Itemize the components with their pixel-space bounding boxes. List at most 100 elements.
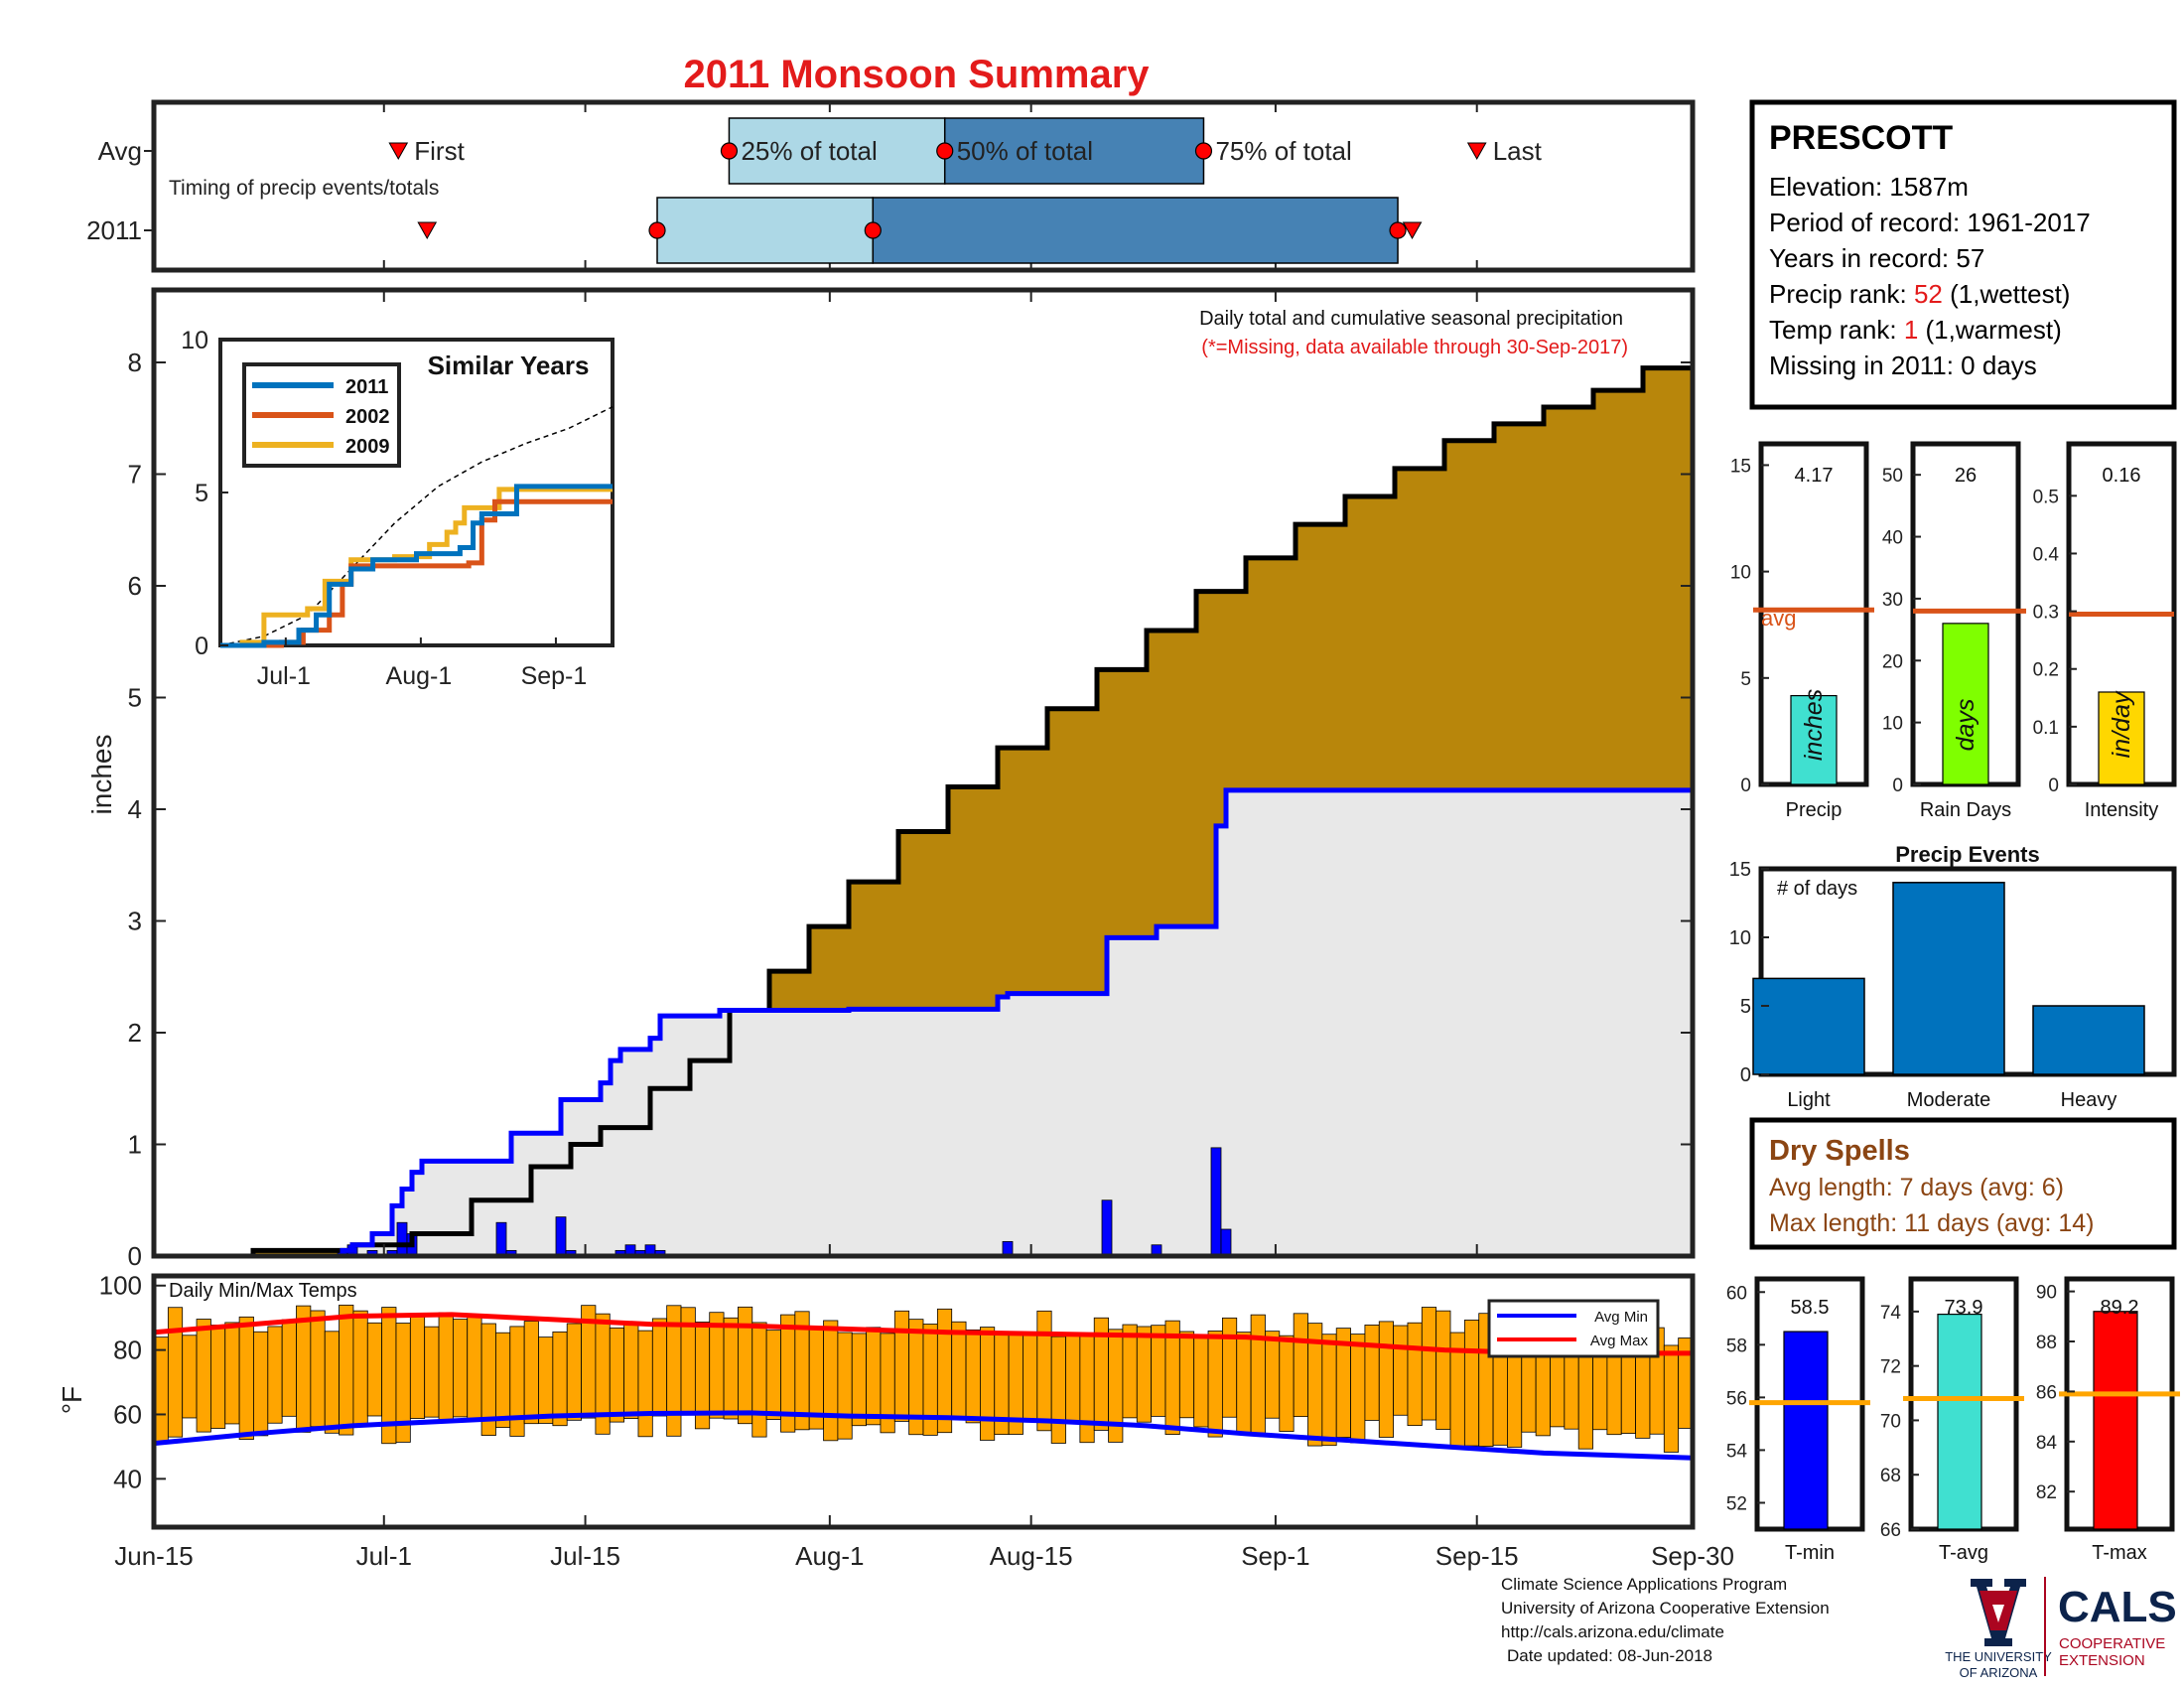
- precip-ytick-label: 2: [128, 1018, 142, 1048]
- timing-box-q25-q50: [656, 197, 875, 264]
- timing-triangle-first: [388, 142, 409, 161]
- timing-box-q50-q75: [872, 197, 1399, 264]
- mini-ytick-label: 0.4: [2033, 544, 2060, 565]
- mini-value: 0.16: [2103, 465, 2141, 487]
- mini-ytick-label: 0.5: [2033, 487, 2059, 507]
- temperature-summary: 52 54 56 58 60 58.5 T-min 66 68 70 72 74 73.9 T-avg 82…: [1726, 1276, 2180, 1564]
- daily-temp-bar: [1321, 1334, 1337, 1447]
- temp-ytick-label: 90: [2036, 1283, 2057, 1304]
- temp-ytick-label: 56: [1726, 1388, 1747, 1409]
- inset-xtick-label: Jul-1: [257, 662, 311, 690]
- temps-ytick-label: 40: [113, 1464, 142, 1493]
- precip-ylabel: inches: [86, 735, 117, 815]
- daily-temp-bar: [951, 1321, 967, 1419]
- temps-frame: [151, 1273, 1696, 1530]
- timing-label-q75: 75% of total: [1215, 136, 1351, 166]
- mini-ytick-label: 10: [1882, 714, 1903, 735]
- mini-ytick-label: 5: [1740, 669, 1751, 690]
- daily-temp-bar: [1122, 1324, 1138, 1419]
- daily-temp-bar: [1350, 1334, 1366, 1444]
- date-tick-label: Sep-30: [1651, 1541, 1734, 1571]
- timing-subtitle: Timing of precip events/totals: [169, 177, 439, 200]
- timing-marker-q75: [1194, 142, 1213, 160]
- temp-ytick-label: 66: [1880, 1520, 1901, 1541]
- mini-label: Rain Days: [1920, 799, 2011, 821]
- similar-years-inset: 0 5 10 Jul-1 Aug-1 Sep-1 Similar Years 2011 2002…: [181, 327, 614, 690]
- mini-ytick-label: 0.1: [2033, 718, 2059, 739]
- temp-ytick-label: 74: [1880, 1303, 1902, 1324]
- timing-marker-q75: [1389, 221, 1407, 239]
- temp-ytick-label: 68: [1880, 1466, 1901, 1486]
- daily-temp-bar: [566, 1323, 582, 1421]
- temps-title: Daily Min/Max Temps: [169, 1280, 357, 1302]
- precip-events-chart: Precip Events # of days Light Moderate Heavy…: [1729, 842, 2177, 1111]
- cals-line2: EXTENSION: [2059, 1652, 2145, 1669]
- footer-line2: University of Arizona Cooperative Extens…: [1501, 1599, 1830, 1618]
- dry-spells-avg: Avg length: 7 days (avg: 6): [1769, 1174, 2064, 1201]
- avg-min-line: [153, 1410, 1694, 1461]
- daily-temp-bar: [1663, 1344, 1680, 1453]
- daily-temp-bar: [709, 1312, 725, 1419]
- mini-ytick-label: 0.3: [2033, 603, 2059, 624]
- daily-temp-bar: [866, 1327, 882, 1426]
- daily-temp-bar: [182, 1335, 198, 1419]
- mini-avg-label: avg: [1761, 606, 1796, 631]
- temp-value: 89.2: [2101, 1297, 2139, 1319]
- station-temp-rank: Temp rank: 1 (1,warmest): [1769, 315, 2062, 345]
- event-category-label: Moderate: [1907, 1089, 1991, 1111]
- temp-value: 58.5: [1791, 1297, 1830, 1319]
- daily-temp-bar: [552, 1331, 568, 1427]
- university-logo: THE UNIVERSITY OF ARIZONA CALS COOPERATI…: [1945, 1577, 2177, 1680]
- event-category-label: Light: [1787, 1089, 1831, 1111]
- precip-frame: [151, 287, 1696, 1259]
- arizona-a-icon: [1971, 1579, 2026, 1646]
- temp-ytick-label: 72: [1880, 1357, 1901, 1378]
- mini-unit: days: [1952, 699, 1979, 752]
- timing-marker-q50: [936, 142, 954, 160]
- daily-temp-bar: [1407, 1322, 1423, 1427]
- daily-temp-bar: [936, 1308, 953, 1434]
- timing-row-label-avg: Avg: [98, 136, 142, 166]
- legend-avg-max-label: Avg Max: [1590, 1333, 1649, 1349]
- daily-temp-bar: [495, 1332, 511, 1428]
- temp-ytick-label: 88: [2036, 1333, 2057, 1353]
- daily-temp-bars: [153, 1304, 1694, 1453]
- daily-temp-bar: [1207, 1331, 1223, 1438]
- precip-ytick-label: 5: [128, 683, 142, 713]
- footer-line4: Date updated: 08-Jun-2018: [1507, 1646, 1712, 1665]
- daily-temp-bar: [296, 1305, 312, 1433]
- daily-temp-bar: [438, 1312, 454, 1421]
- avg-cumulative-line: [154, 346, 1696, 1259]
- ua-line1: THE UNIVERSITY: [1945, 1649, 2052, 1664]
- precip-ytick-label: 1: [128, 1130, 142, 1160]
- daily-temp-bar: [1279, 1335, 1295, 1432]
- temp-ytick-label: 70: [1880, 1411, 1901, 1432]
- daily-temp-bar: [823, 1320, 839, 1442]
- daily-temp-bar: [965, 1329, 981, 1424]
- timing-label-last: Last: [1493, 136, 1543, 166]
- date-tick-label: Jul-15: [550, 1541, 620, 1571]
- temp-ytick-label: 58: [1726, 1336, 1747, 1356]
- daily-precip-bar: [495, 1221, 507, 1257]
- mini-bar: [1942, 623, 1989, 785]
- daily-temp-bar: [1606, 1353, 1622, 1436]
- daily-temp-bar: [253, 1331, 269, 1437]
- daily-temp-bar: [1535, 1350, 1551, 1437]
- events-inner-label: # of days: [1777, 878, 1857, 900]
- daily-precip-bar: [396, 1221, 408, 1257]
- daily-temp-bar: [1178, 1331, 1195, 1419]
- mini-ytick-label: 0: [1740, 775, 1751, 796]
- date-tick-label: Jul-1: [356, 1541, 412, 1571]
- timing-panel: Avg 2011 Timing of precip events/totals Fir…: [86, 99, 1696, 273]
- daily-temp-bar: [637, 1330, 653, 1438]
- daily-temp-bar: [238, 1316, 254, 1441]
- daily-temp-bar: [324, 1331, 340, 1434]
- mini-bar: [1790, 695, 1838, 785]
- daily-temp-bar: [196, 1319, 211, 1433]
- timing-marker-q25: [648, 221, 666, 239]
- daily-temp-bar: [210, 1325, 226, 1429]
- footer-line1: Climate Science Applications Program: [1501, 1575, 1788, 1594]
- station-elevation: Elevation: 1587m: [1769, 172, 1969, 202]
- avg-max-line: [153, 1312, 1693, 1356]
